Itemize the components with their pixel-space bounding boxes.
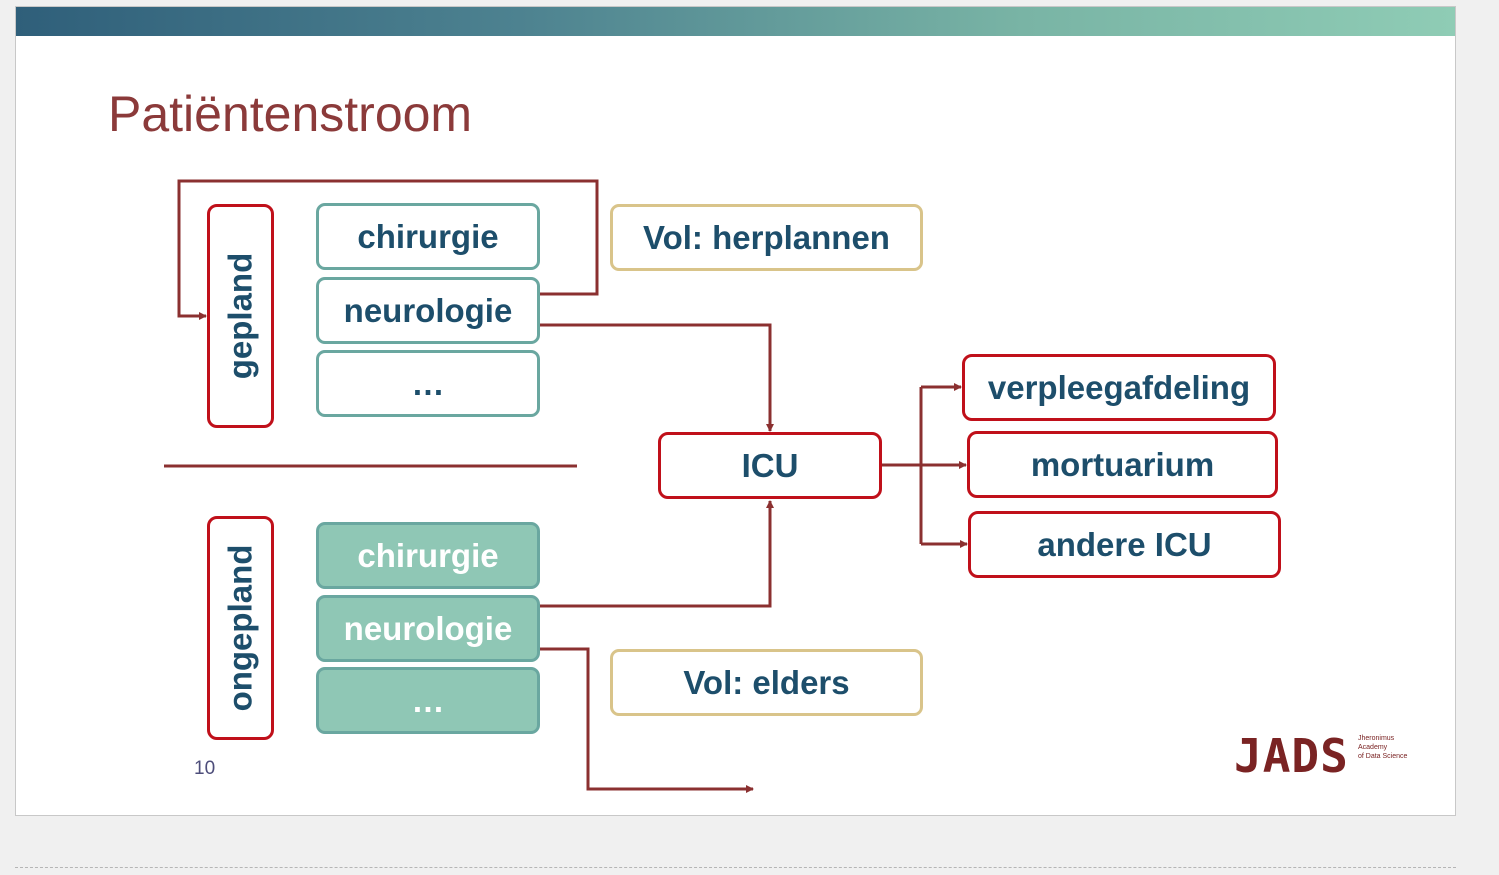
unplanned-other-box: … [316, 667, 540, 734]
slide-header-bar [16, 7, 1455, 36]
icu-box: ICU [658, 432, 882, 499]
unplanned-label: ongepland [221, 544, 259, 712]
jads-logo: JADS Jheronimus Academy of Data Science [1234, 729, 1407, 783]
unplanned-label-box: ongepland [207, 516, 274, 740]
planned-to-icu-arrow [539, 323, 774, 432]
slide-title: Patiëntenstroom [108, 86, 473, 142]
full-elsewhere-note: Vol: elders [610, 649, 923, 716]
planned-other-box: … [316, 350, 540, 417]
planned-surgery-box: chirurgie [316, 203, 540, 270]
unplanned-to-icu-arrow [539, 500, 774, 608]
destination-mortuary-box: mortuarium [967, 431, 1278, 498]
page-separator [15, 867, 1456, 868]
planned-label: gepland [221, 252, 259, 380]
destination-other-icu-box: andere ICU [968, 511, 1281, 578]
unplanned-neurology-box: neurologie [316, 595, 540, 662]
destination-ward-box: verpleegafdeling [962, 354, 1276, 421]
replan-loop-arrow [177, 179, 599, 320]
full-replan-note: Vol: herplannen [610, 204, 923, 271]
planned-label-box: gepland [207, 204, 274, 428]
unplanned-surgery-box: chirurgie [316, 522, 540, 589]
planned-neurology-box: neurologie [316, 277, 540, 344]
elsewhere-arrow [539, 647, 754, 793]
page-number: 10 [194, 758, 216, 779]
logo-subtitle: Jheronimus Academy of Data Science [1358, 735, 1408, 760]
flow-arrows [164, 179, 968, 793]
slide: Patiëntenstroom gepland ch [15, 6, 1456, 816]
logo-wordmark: JADS [1234, 729, 1349, 783]
